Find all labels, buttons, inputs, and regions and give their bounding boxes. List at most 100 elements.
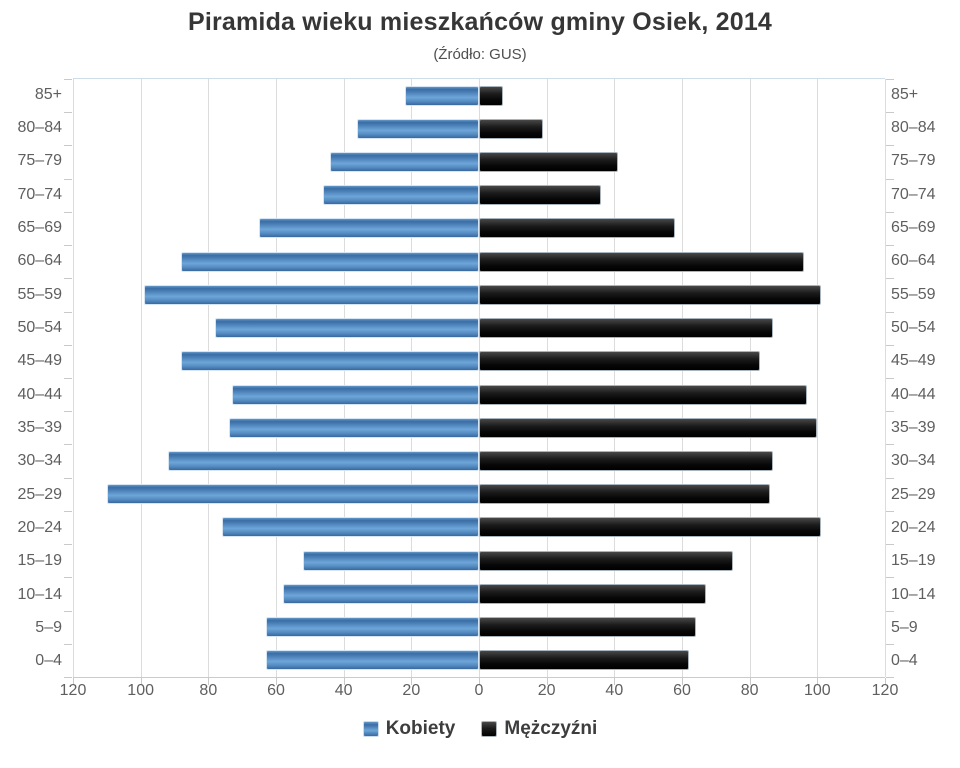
bar-mezczyzni[interactable] — [479, 284, 821, 305]
bar-kobiety[interactable] — [303, 550, 479, 571]
y-axis-tick-right — [886, 610, 894, 612]
y-axis-label-right: 15–19 — [891, 552, 936, 570]
bar-kobiety[interactable] — [221, 517, 479, 538]
row-right-half — [479, 511, 885, 544]
row-right-half — [479, 345, 885, 378]
row-left-half — [73, 345, 479, 378]
bar-mezczyzni[interactable] — [479, 417, 818, 438]
bar-kobiety[interactable] — [259, 218, 479, 239]
gridline — [682, 79, 683, 677]
bar-mezczyzni[interactable] — [479, 85, 503, 106]
x-axis-tick — [276, 678, 277, 685]
bar-mezczyzni[interactable] — [479, 384, 808, 405]
row-right-half — [479, 411, 885, 444]
bar-mezczyzni[interactable] — [479, 517, 821, 538]
bar-kobiety[interactable] — [323, 185, 479, 206]
pyramid-row — [73, 79, 885, 112]
bar-kobiety[interactable] — [106, 484, 479, 505]
y-axis-tick-right — [886, 444, 894, 446]
y-axis-label-right: 75–79 — [891, 152, 936, 170]
row-left-half — [73, 245, 479, 278]
y-axis-label-right: 5–9 — [891, 618, 918, 636]
chart-subtitle: (Źródło: GUS) — [433, 46, 527, 63]
row-left-half — [73, 511, 479, 544]
row-left-half — [73, 577, 479, 610]
bar-kobiety[interactable] — [265, 650, 479, 671]
chart-title: Piramida wieku mieszkańców gminy Osiek, … — [187, 8, 773, 36]
bar-kobiety[interactable] — [404, 85, 479, 106]
y-axis-tick-right — [886, 544, 894, 546]
y-axis-tick-right — [886, 411, 894, 413]
bar-mezczyzni[interactable] — [479, 351, 760, 372]
x-axis-tick-label: 40 — [334, 682, 353, 699]
legend-item-mezczyzni[interactable]: Mężczyźni — [481, 718, 597, 740]
legend-item-kobiety[interactable]: Kobiety — [362, 718, 455, 740]
bar-mezczyzni[interactable] — [479, 484, 770, 505]
y-axis-tick-left — [64, 510, 72, 512]
bar-mezczyzni[interactable] — [479, 583, 706, 604]
y-axis-label-left: 20–24 — [17, 518, 63, 536]
gridline — [276, 79, 277, 677]
bar-kobiety[interactable] — [144, 284, 479, 305]
bar-mezczyzni[interactable] — [479, 550, 733, 571]
bar-mezczyzni[interactable] — [479, 650, 689, 671]
y-axis-label-left: 45–49 — [17, 352, 63, 370]
row-left-half — [73, 312, 479, 345]
bar-kobiety[interactable] — [265, 617, 479, 638]
x-axis-tick-label: 40 — [605, 682, 624, 699]
y-axis-label-right: 60–64 — [891, 252, 936, 270]
y-axis-label-left: 35–39 — [17, 418, 63, 436]
row-right-half — [479, 179, 885, 212]
pyramid-row — [73, 644, 885, 677]
bar-mezczyzni[interactable] — [479, 251, 804, 272]
bar-kobiety[interactable] — [181, 351, 479, 372]
y-axis-tick-left — [64, 677, 72, 678]
y-axis-label-right: 25–29 — [891, 485, 936, 503]
x-axis-tick — [817, 678, 819, 685]
bar-mezczyzni[interactable] — [479, 152, 618, 173]
x-axis-tick — [682, 678, 683, 685]
x-axis-tick-label: 0 — [474, 682, 484, 699]
x-axis-tick — [73, 678, 74, 685]
y-axis-label-right: 45–49 — [891, 352, 936, 370]
bar-mezczyzni[interactable] — [479, 318, 774, 339]
y-axis-right: 85+ 80–84 75–79 70–74 65–69 60–64 55–59 50–54 45… — [891, 78, 960, 678]
row-left-half — [73, 112, 479, 145]
y-axis-tick-right — [886, 245, 894, 247]
gridline — [479, 79, 480, 677]
y-axis-tick-right — [886, 278, 894, 280]
bar-kobiety[interactable] — [167, 451, 479, 472]
y-axis-tick-right — [886, 344, 894, 346]
y-axis-label-right: 30–34 — [891, 452, 936, 470]
bar-mezczyzni[interactable] — [479, 185, 601, 206]
y-axis-label-right: 35–39 — [891, 418, 936, 436]
bar-kobiety[interactable] — [181, 251, 479, 272]
bar-kobiety[interactable] — [330, 152, 479, 173]
row-left-half — [73, 145, 479, 178]
bar-kobiety[interactable] — [282, 583, 479, 604]
gridline — [73, 79, 74, 677]
x-axis-tick-label: 80 — [199, 682, 218, 699]
bar-kobiety[interactable] — [357, 118, 479, 139]
bar-kobiety[interactable] — [228, 417, 479, 438]
bar-mezczyzni[interactable] — [479, 451, 774, 472]
y-axis-tick-right — [886, 79, 894, 80]
row-left-half — [73, 411, 479, 444]
x-axis-tick — [343, 678, 345, 685]
y-axis-label-right: 0–4 — [891, 652, 918, 670]
pyramid-row — [73, 444, 885, 477]
bar-mezczyzni[interactable] — [479, 118, 544, 139]
row-right-half — [479, 145, 885, 178]
x-axis-tick-label: 20 — [537, 682, 556, 699]
y-axis-label-left: 55–59 — [17, 285, 63, 303]
y-axis-label-left: 80–84 — [17, 118, 63, 136]
y-axis-tick-right — [886, 510, 894, 512]
bar-kobiety[interactable] — [232, 384, 479, 405]
bar-mezczyzni[interactable] — [479, 218, 676, 239]
y-axis-label-left: 25–29 — [17, 485, 63, 503]
x-axis-tick-label: 120 — [871, 682, 899, 699]
bar-kobiety[interactable] — [215, 318, 479, 339]
bar-mezczyzni[interactable] — [479, 617, 696, 638]
y-axis-tick-right — [886, 311, 894, 313]
x-axis-tick — [749, 678, 751, 685]
